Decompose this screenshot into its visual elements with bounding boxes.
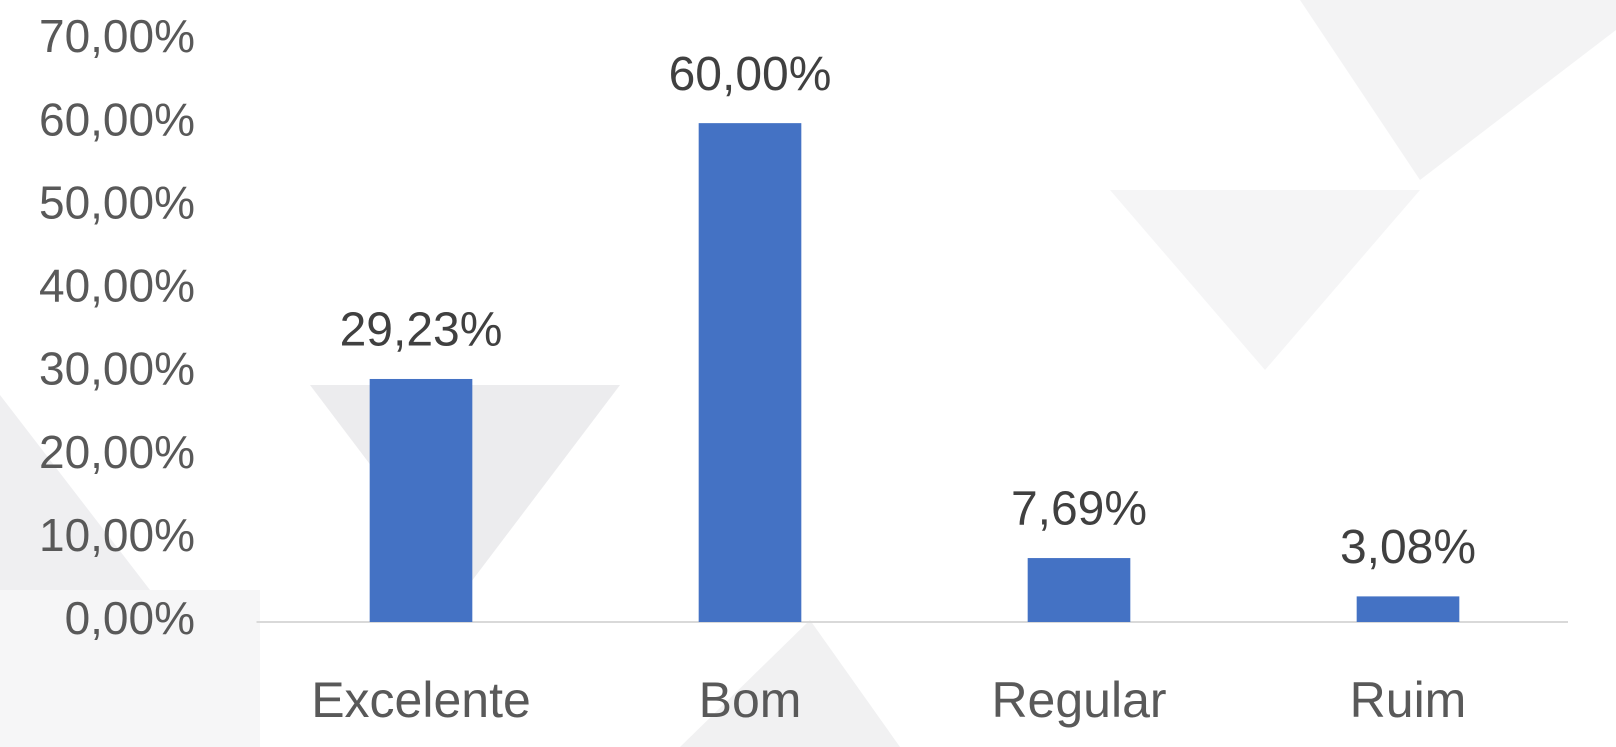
y-tick-label: 20,00% xyxy=(39,426,195,478)
data-label: 7,69% xyxy=(1011,483,1147,536)
y-tick-label: 60,00% xyxy=(39,93,195,145)
data-label: 29,23% xyxy=(340,304,503,357)
bar xyxy=(1027,558,1131,622)
y-tick-label: 40,00% xyxy=(39,260,195,312)
bar xyxy=(1356,596,1460,622)
bar xyxy=(369,378,473,622)
y-tick-label: 10,00% xyxy=(39,509,195,561)
y-tick-label: 30,00% xyxy=(39,343,195,395)
x-tick-label: Regular xyxy=(991,672,1166,728)
x-tick-label: Bom xyxy=(699,672,802,728)
y-tick-label: 0,00% xyxy=(65,592,195,644)
y-tick-label: 50,00% xyxy=(39,176,195,228)
x-tick-label: Ruim xyxy=(1350,672,1467,728)
data-label: 60,00% xyxy=(669,48,832,101)
data-label: 3,08% xyxy=(1340,521,1476,574)
bar xyxy=(698,123,802,623)
y-tick-label: 70,00% xyxy=(39,10,195,62)
x-tick-label: Excelente xyxy=(311,672,531,728)
